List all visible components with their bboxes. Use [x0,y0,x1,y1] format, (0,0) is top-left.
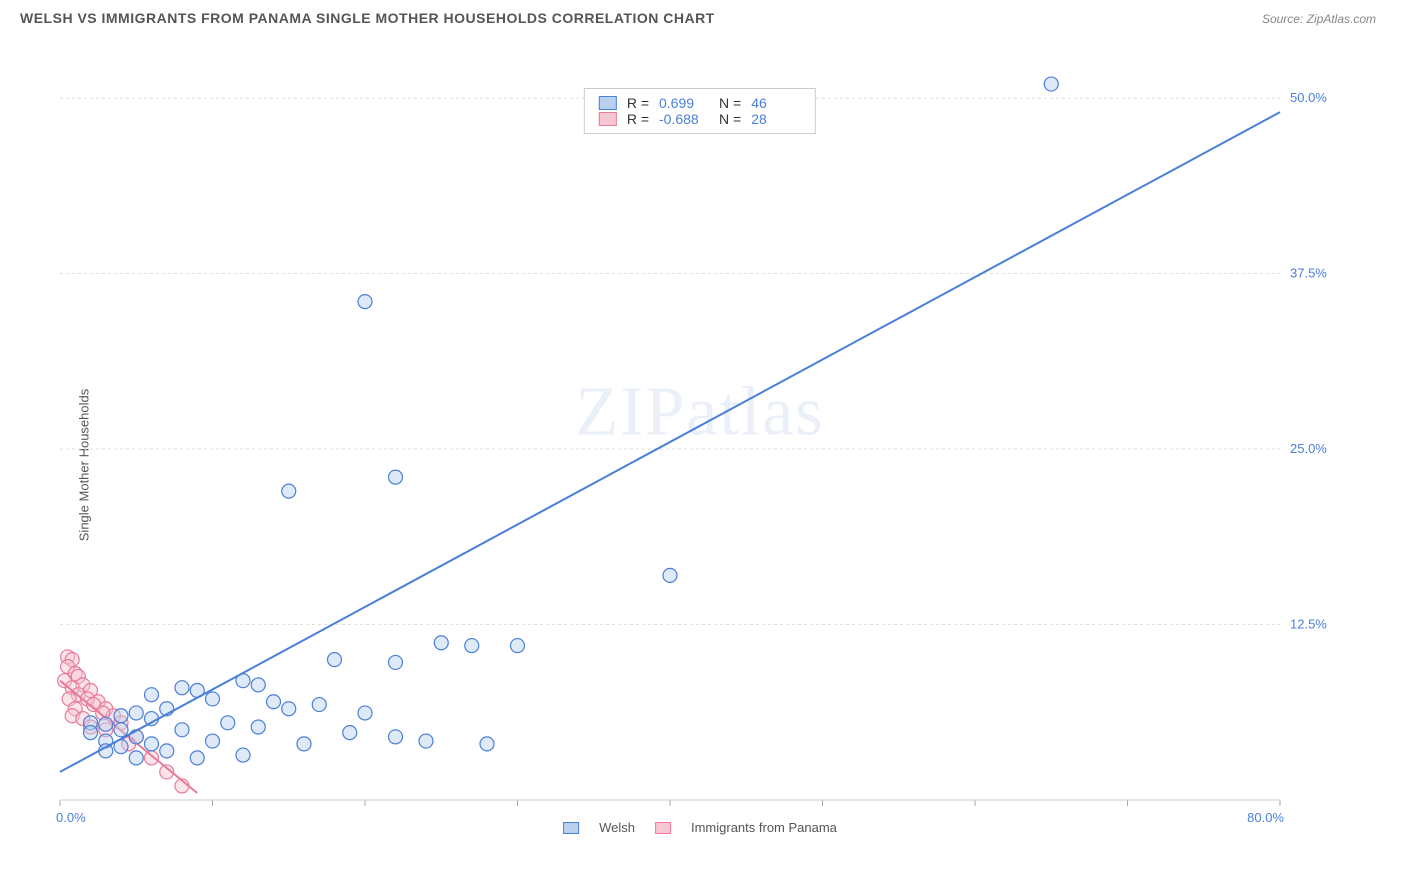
swatch-icon [599,112,617,126]
svg-text:80.0%: 80.0% [1247,810,1284,825]
source-attr: Source: ZipAtlas.com [1262,12,1376,26]
swatch-icon [655,822,671,834]
swatch-icon [599,96,617,110]
r-label: R = [627,111,649,127]
svg-text:50.0%: 50.0% [1290,90,1327,105]
svg-text:25.0%: 25.0% [1290,441,1327,456]
n-label: N = [719,111,741,127]
r-value: 0.699 [659,95,709,111]
n-value: 28 [751,111,801,127]
svg-text:12.5%: 12.5% [1290,617,1327,632]
scatter-chart: 12.5% 25.0% 37.5% 50.0% 0.0% 80.0% ZIPatlas [50,60,1350,840]
n-label: N = [719,95,741,111]
svg-text:ZIPatlas: ZIPatlas [575,373,824,450]
r-label: R = [627,95,649,111]
legend-label-panama: Immigrants from Panama [691,820,837,835]
svg-text:37.5%: 37.5% [1290,266,1327,281]
swatch-icon [563,822,579,834]
chart-title: WELSH VS IMMIGRANTS FROM PANAMA SINGLE M… [20,10,1386,26]
r-value: -0.688 [659,111,709,127]
legend-label-welsh: Welsh [599,820,635,835]
legend-row-welsh: R = 0.699 N = 46 [599,95,801,111]
legend-row-panama: R = -0.688 N = 28 [599,111,801,127]
series-legend: Welsh Immigrants from Panama [563,820,837,835]
correlation-legend: R = 0.699 N = 46 R = -0.688 N = 28 [584,88,816,134]
n-value: 46 [751,95,801,111]
svg-text:0.0%: 0.0% [56,810,86,825]
